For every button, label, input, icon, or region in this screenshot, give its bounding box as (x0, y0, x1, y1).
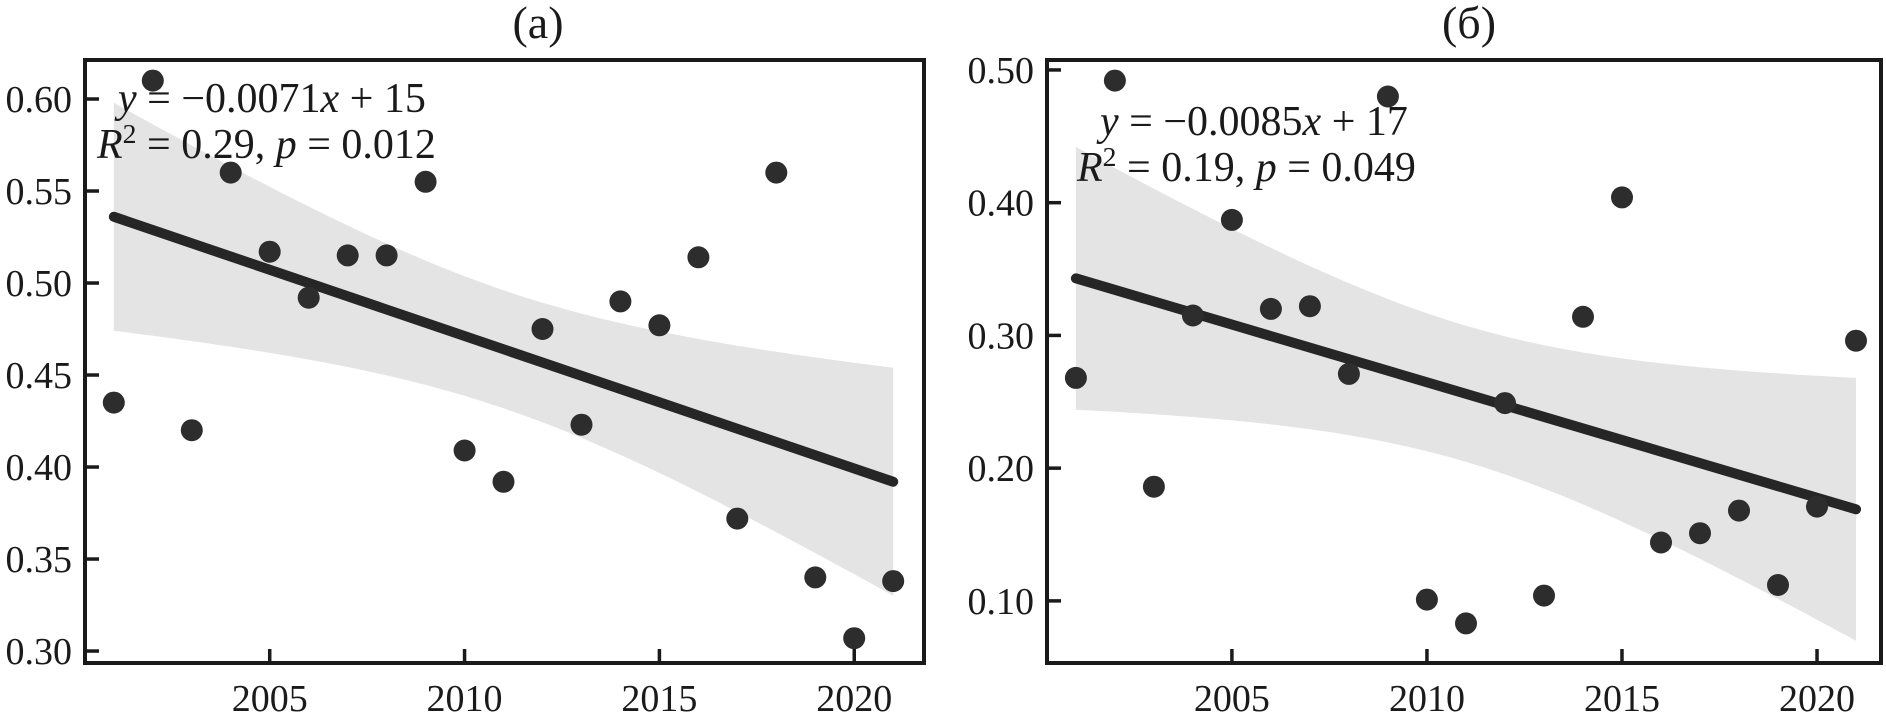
data-point (1103, 69, 1126, 92)
equation-line: R2 = 0.29, p = 0.012 (97, 118, 436, 172)
math-variable: y (1100, 99, 1119, 145)
data-point (297, 286, 320, 309)
data-point (141, 69, 164, 92)
data-point (531, 318, 554, 340)
data-point (1415, 588, 1438, 611)
y-tick-label: 0.60 (6, 79, 73, 121)
data-point (804, 566, 827, 589)
data-point (1494, 392, 1516, 415)
math-superscript: 2 (122, 117, 137, 149)
y-tick-label: 0.35 (6, 539, 73, 581)
axes-box (1045, 58, 1883, 665)
panel-a-title: (а) (512, 0, 564, 48)
data-point (1376, 85, 1399, 108)
panel-b: 0.10 0.20 0.30 0.40 0.50 2005 2010 2015 2020 (968, 50, 1883, 720)
data-point (453, 439, 476, 462)
data-point (1337, 362, 1360, 385)
data-point (1650, 531, 1672, 554)
data-point (102, 391, 125, 414)
y-tick-label: 0.45 (6, 355, 73, 397)
data-point (180, 419, 203, 442)
x-tick-label: 2010 (1389, 678, 1465, 720)
data-point (1611, 186, 1633, 209)
y-tick-label: 0.50 (968, 50, 1035, 92)
data-point (1455, 612, 1477, 635)
data-point (1064, 366, 1087, 389)
math-variable: R (1077, 145, 1103, 191)
x-tick-label: 2020 (1779, 678, 1855, 720)
math-text: = −0.0085 (1118, 99, 1303, 145)
y-tick-label: 0.10 (968, 581, 1035, 623)
data-point (726, 507, 749, 530)
x-tick-label: 2005 (232, 678, 308, 720)
equation-line: R2 = 0.19, p = 0.049 (1077, 141, 1416, 195)
math-text: = 0.29, (136, 122, 276, 168)
x-tick-label: 2015 (621, 678, 697, 720)
panel-b-title: (б) (1441, 0, 1497, 48)
math-text: + 17 (1321, 99, 1408, 145)
y-tick-label: 0.30 (6, 631, 73, 673)
panel-b-equation: y = −0.0085x + 17 R2 = 0.19, p = 0.049 (1077, 99, 1416, 195)
y-tick-label: 0.55 (6, 171, 73, 213)
data-point (1767, 574, 1789, 596)
data-point (843, 627, 866, 650)
x-tick-label: 2005 (1194, 678, 1270, 720)
data-point (882, 570, 905, 593)
data-point (1181, 304, 1204, 327)
data-point (258, 240, 281, 263)
math-text: = −0.0071 (136, 76, 321, 122)
data-point (609, 290, 632, 313)
data-point (1142, 475, 1165, 498)
data-point (414, 170, 437, 193)
data-point (1259, 297, 1282, 320)
data-point (1220, 208, 1243, 231)
math-variable: R (97, 122, 123, 168)
data-point (570, 413, 593, 436)
data-point (1806, 495, 1828, 518)
x-tick-label: 2015 (1584, 678, 1660, 720)
x-tick-label: 2010 (427, 678, 503, 720)
y-tick-label: 0.30 (968, 315, 1035, 357)
regression-line (108, 211, 899, 487)
math-variable: y (118, 76, 137, 122)
data-point (219, 161, 242, 184)
math-text: = 0.012 (296, 122, 436, 168)
data-point (492, 470, 515, 493)
data-point (648, 314, 671, 337)
data-point (1728, 499, 1750, 522)
data-point (1298, 295, 1321, 318)
equation-line: y = −0.0071x + 15 (97, 76, 436, 122)
x-tick-label: 2020 (816, 678, 892, 720)
math-superscript: 2 (1102, 140, 1117, 172)
data-point (1533, 584, 1555, 607)
math-variable: x (320, 76, 340, 122)
math-variable: x (1302, 99, 1322, 145)
data-point (765, 161, 788, 184)
regression-line (1070, 273, 1862, 515)
data-point (1572, 305, 1594, 328)
math-variable: p (1255, 145, 1277, 191)
panel-a: 0.30 0.35 0.40 0.45 0.50 0.55 0.60 2005 2010 2015… (6, 58, 926, 720)
data-point (336, 244, 359, 267)
y-tick-label: 0.40 (968, 183, 1035, 225)
math-variable: p (275, 122, 297, 168)
y-tick-label: 0.20 (968, 448, 1035, 490)
math-text: = 0.19, (1116, 145, 1256, 191)
y-tick-label: 0.40 (6, 447, 73, 489)
math-text: + 15 (339, 76, 426, 122)
panel-a-equation: y = −0.0071x + 15 R2 = 0.29, p = 0.012 (97, 76, 436, 172)
math-text: = 0.049 (1276, 145, 1416, 191)
data-point (687, 246, 710, 269)
data-point (375, 244, 398, 267)
y-tick-label: 0.50 (6, 263, 73, 305)
equation-line: y = −0.0085x + 17 (1077, 99, 1416, 145)
axes-box (83, 58, 926, 665)
data-point (1689, 522, 1711, 545)
data-point (1845, 329, 1867, 352)
